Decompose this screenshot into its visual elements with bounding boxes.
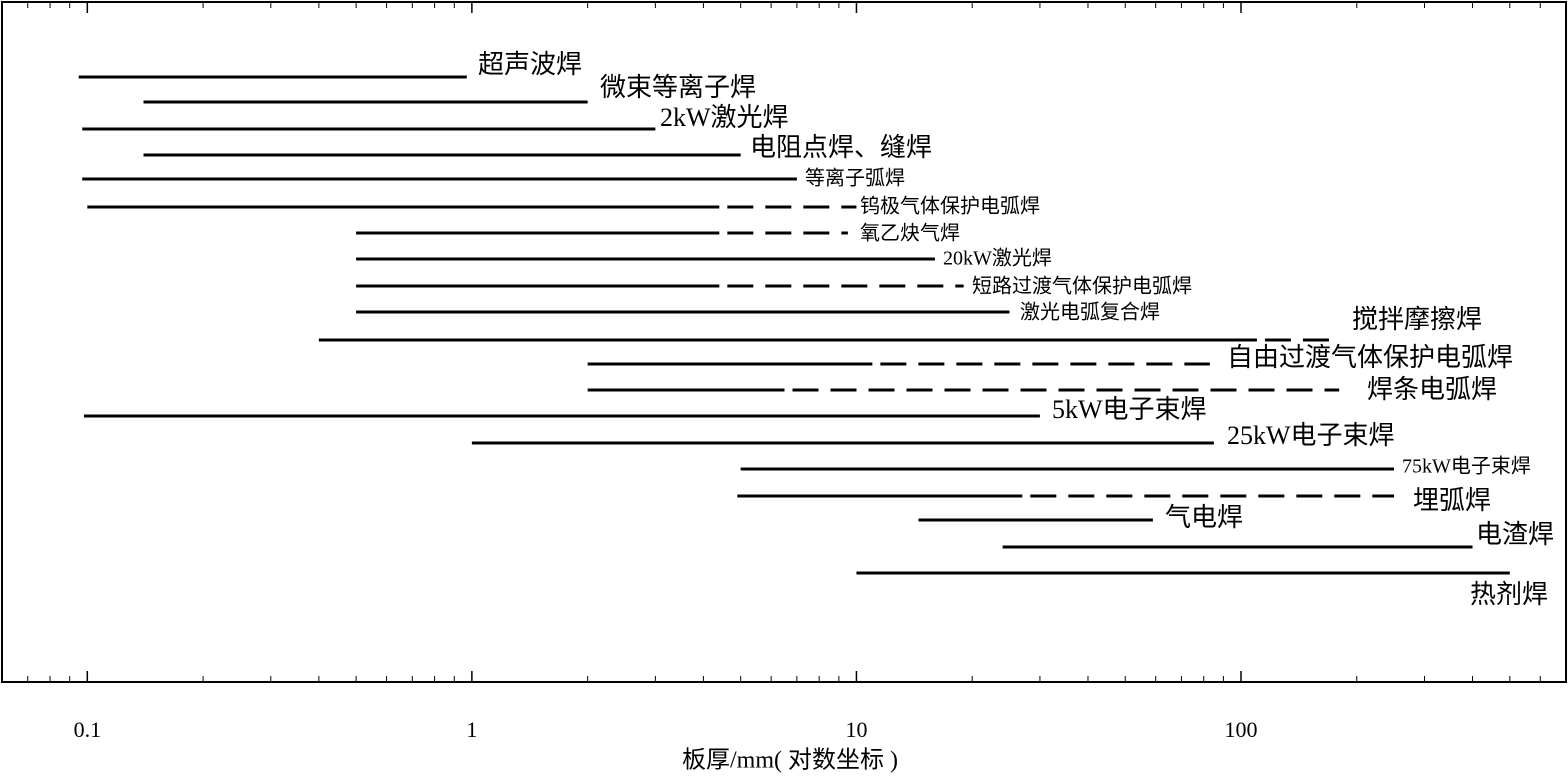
range-label: 短路过渡气体保护电弧焊 [972, 275, 1192, 298]
range-label: 2kW激光焊 [660, 103, 789, 132]
range-label: 电渣焊 [1476, 520, 1554, 549]
range-label: 搅拌摩擦焊 [1352, 305, 1482, 334]
range-label: 自由过渡气体保护电弧焊 [1227, 343, 1513, 372]
range-label: 电阻点焊、缝焊 [750, 133, 932, 162]
x-tick-label: 0.1 [74, 717, 102, 742]
range-label: 75kW电子束焊 [1402, 455, 1531, 478]
x-tick-label: 100 [1225, 717, 1258, 742]
range-label: 25kW电子束焊 [1227, 421, 1395, 450]
range-label: 焊条电弧焊 [1367, 375, 1497, 404]
range-label: 热剂焊 [1470, 580, 1548, 609]
range-label: 5kW电子束焊 [1052, 395, 1207, 424]
plot-frame [1, 1, 1567, 683]
range-label: 埋弧焊 [1413, 486, 1491, 515]
range-label: 超声波焊 [478, 50, 582, 79]
x-tick-label: 1 [466, 717, 477, 742]
x-axis-label: 板厚/mm( 对数坐标 ) [682, 747, 898, 774]
range-label: 激光电弧复合焊 [1020, 301, 1160, 324]
range-label: 气电焊 [1165, 503, 1243, 532]
x-tick-label: 10 [845, 717, 867, 742]
range-label: 氧乙炔气焊 [860, 222, 960, 245]
range-label: 20kW激光焊 [943, 247, 1052, 270]
range-label: 等离子弧焊 [805, 167, 905, 190]
range-label: 钨极气体保护电弧焊 [860, 195, 1040, 218]
range-label: 微束等离子焊 [600, 73, 756, 102]
